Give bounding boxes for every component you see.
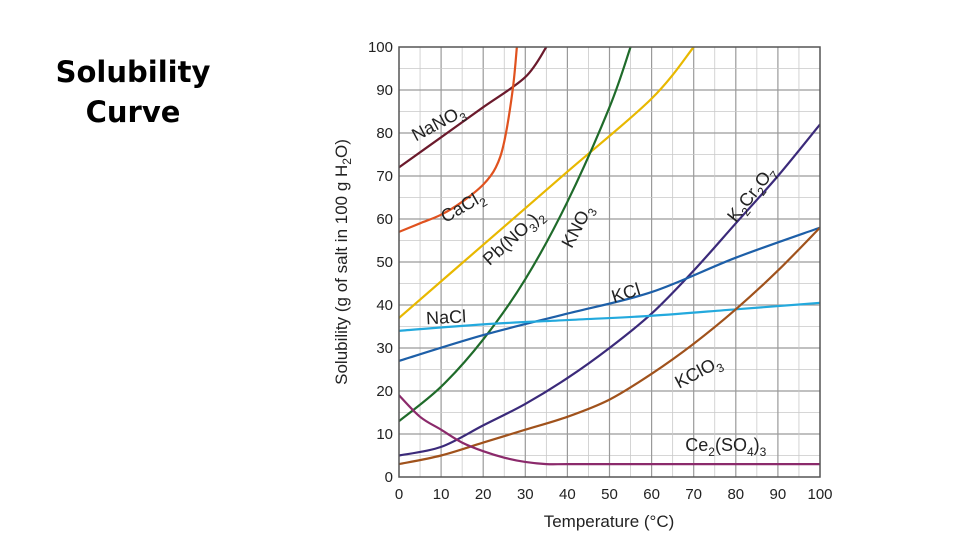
x-axis-label: Temperature (°C) — [544, 512, 675, 531]
curve-label-nacl: NaCl — [426, 306, 467, 328]
x-tick-label: 50 — [601, 486, 618, 503]
series-lines — [399, 47, 820, 466]
series-line-ce2so43 — [399, 394, 820, 466]
x-tick-label: 90 — [770, 486, 787, 503]
series-line-kcl — [399, 226, 820, 362]
x-tick-label: 20 — [475, 486, 492, 503]
series-line-k2cr2o7 — [399, 123, 820, 457]
y-tick-label: 90 — [376, 82, 393, 99]
y-tick-label: 10 — [376, 426, 393, 443]
y-tick-label: 70 — [376, 168, 393, 185]
y-tick-label: 50 — [376, 254, 393, 271]
series-line-nacl — [399, 301, 820, 332]
x-tick-label: 80 — [727, 486, 744, 503]
x-tick-label: 40 — [559, 486, 576, 503]
slide-title-line1: Solubility — [55, 55, 211, 89]
plot-frame — [398, 46, 821, 478]
tick-labels: 0 10 20 30 40 50 60 70 80 90 100 0 10 20 30 40 50 60 70 80 9… — [368, 39, 833, 503]
y-tick-label: 100 — [368, 39, 393, 56]
y-tick-label: 80 — [376, 125, 393, 142]
x-tick-label: 0 — [395, 486, 403, 503]
y-tick-label: 60 — [376, 211, 393, 228]
slide-title: Solubility Curve — [38, 52, 228, 132]
slide-title-line2: Curve — [85, 95, 181, 129]
x-tick-label: 60 — [643, 486, 660, 503]
grid — [399, 47, 820, 477]
y-tick-label: 0 — [385, 469, 393, 486]
y-tick-label: 20 — [376, 383, 393, 400]
x-tick-label: 10 — [433, 486, 450, 503]
curve-label-ce2so43: Ce2(SO4)3 — [685, 435, 766, 459]
series-line-pbno32 — [399, 47, 695, 319]
x-tick-label: 100 — [807, 486, 832, 503]
series-line-cacl2 — [399, 47, 518, 233]
series-line-nano3 — [399, 47, 548, 169]
y-tick-label: 40 — [376, 297, 393, 314]
y-tick-label: 30 — [376, 340, 393, 357]
x-tick-label: 30 — [517, 486, 534, 503]
y-axis-label: Solubility (g of salt in 100 g H2O) — [332, 139, 354, 385]
x-tick-label: 70 — [685, 486, 702, 503]
series-line-kno3 — [399, 47, 632, 422]
